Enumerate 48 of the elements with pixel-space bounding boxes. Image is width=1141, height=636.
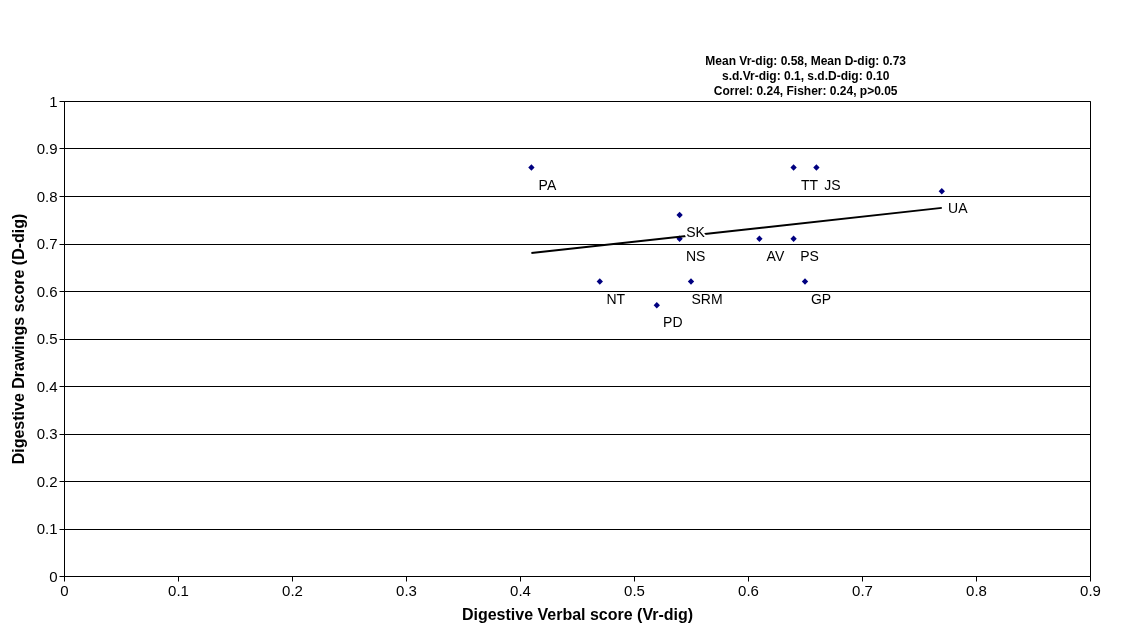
x-tick-label: 0 xyxy=(60,581,69,599)
y-axis-title: Digestive Drawings score (D-dig) xyxy=(9,213,27,465)
point xyxy=(756,235,763,242)
annotation: PS xyxy=(800,247,819,264)
point xyxy=(596,278,603,285)
y-tick-label: 0.3 xyxy=(36,425,58,442)
point xyxy=(676,211,683,219)
point xyxy=(653,302,660,309)
annotation: TT xyxy=(801,176,819,193)
point xyxy=(938,188,945,195)
point xyxy=(687,278,695,285)
point xyxy=(790,235,797,242)
annotation: SRM xyxy=(691,290,723,307)
annotation: GP xyxy=(810,290,832,307)
x-axis-title: Digestive Verbal score (Vr-dig) xyxy=(461,605,694,623)
y-tick-label: 0 xyxy=(49,567,58,585)
point xyxy=(813,164,820,171)
text: Correl: 0.24, Fisher: 0.24, p>0.05 xyxy=(713,84,898,98)
y-tick-label: 0.8 xyxy=(36,187,58,205)
y-tick-label: 1 xyxy=(49,92,58,110)
x-tick-label: 0.2 xyxy=(282,581,303,599)
y-tick-label: 0.2 xyxy=(36,472,58,490)
y-tick-label: 0.9 xyxy=(36,140,58,157)
y-tick-label: 0.7 xyxy=(36,235,58,252)
point xyxy=(790,164,797,171)
text: s.d.Vr-dig: 0.1, s.d.D-dig: 0.10 xyxy=(721,69,890,83)
point xyxy=(801,278,809,285)
annotation: AV xyxy=(766,247,785,264)
annotation: NS xyxy=(685,247,706,264)
annotation: PD xyxy=(663,314,683,331)
y-tick-label: 0.1 xyxy=(36,520,58,537)
y-tick-label: 0.4 xyxy=(36,377,58,395)
y-tick-label: 0.5 xyxy=(36,330,58,347)
x-tick-label: 0.8 xyxy=(966,581,987,599)
point xyxy=(528,164,535,171)
x-tick-label: 0.4 xyxy=(510,581,531,599)
y-tick-label: 0.6 xyxy=(36,282,58,300)
x-tick-label: 0.1 xyxy=(168,581,189,599)
x-tick-label: 0.5 xyxy=(624,581,645,599)
x-tick-label: 0.7 xyxy=(852,581,873,599)
annotation: JS xyxy=(824,176,841,193)
x-tick-label: 0.3 xyxy=(396,581,417,599)
text: Mean Vr-dig: 0.58, Mean D-dig: 0.73 xyxy=(705,54,907,68)
annotation: NT xyxy=(606,290,626,307)
annotation: PA xyxy=(538,176,557,193)
annotation: UA xyxy=(948,200,969,217)
x-tick-label: 0.9 xyxy=(1080,581,1101,599)
x-tick-label: 0.6 xyxy=(738,581,759,599)
